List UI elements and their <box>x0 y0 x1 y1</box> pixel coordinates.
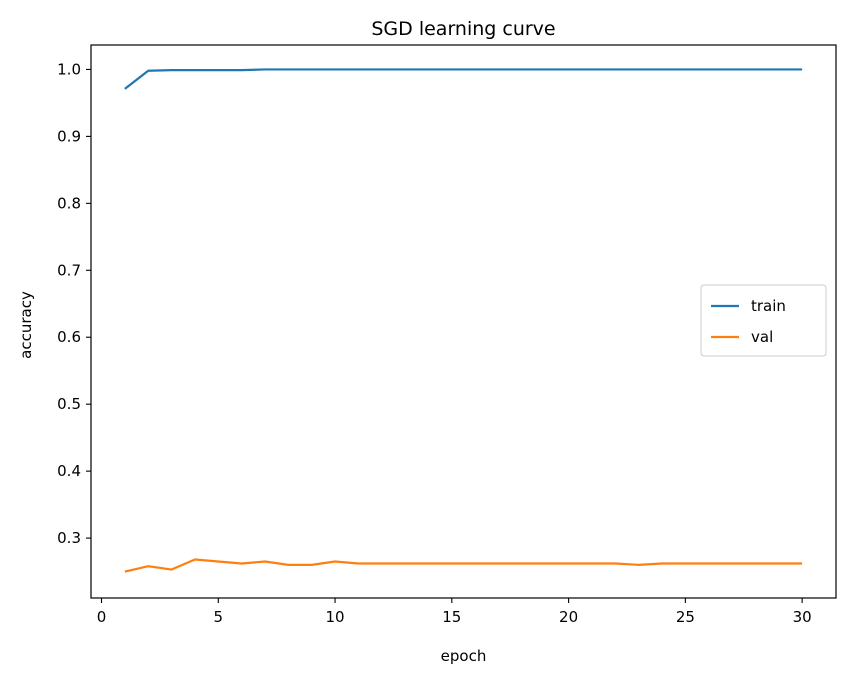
y-axis-ticks: 0.3 0.4 0.5 0.6 0.7 0.8 0.9 1.0 <box>57 60 91 547</box>
x-tick-label: 10 <box>326 608 345 626</box>
x-tick-label: 15 <box>442 608 461 626</box>
series-line-val <box>124 558 803 573</box>
y-tick-label: 1.0 <box>57 60 81 78</box>
plot-lines <box>124 68 803 573</box>
y-tick-label: 0.8 <box>57 194 81 212</box>
x-tick-label: 30 <box>793 608 812 626</box>
plot-frame <box>90 44 837 599</box>
legend-label-train: train <box>751 297 786 315</box>
x-axis-ticks: 0 5 10 15 20 25 30 <box>97 598 812 626</box>
y-tick-label: 0.4 <box>57 462 81 480</box>
y-axis-label: accuracy <box>17 291 35 359</box>
y-tick-label: 0.5 <box>57 395 81 413</box>
series-line-train <box>124 68 803 90</box>
x-tick-label: 20 <box>559 608 578 626</box>
legend-label-val: val <box>751 328 773 346</box>
x-tick-label: 25 <box>676 608 695 626</box>
x-tick-label: 5 <box>214 608 224 626</box>
x-axis-label: epoch <box>441 647 487 665</box>
y-tick-label: 0.7 <box>57 261 81 279</box>
y-tick-label: 0.9 <box>57 127 81 145</box>
x-tick-label: 0 <box>97 608 107 626</box>
chart-title: SGD learning curve <box>371 18 555 40</box>
legend-box <box>700 284 827 357</box>
y-tick-label: 0.6 <box>57 328 81 346</box>
y-tick-label: 0.3 <box>57 529 81 547</box>
legend: train val <box>700 284 827 357</box>
